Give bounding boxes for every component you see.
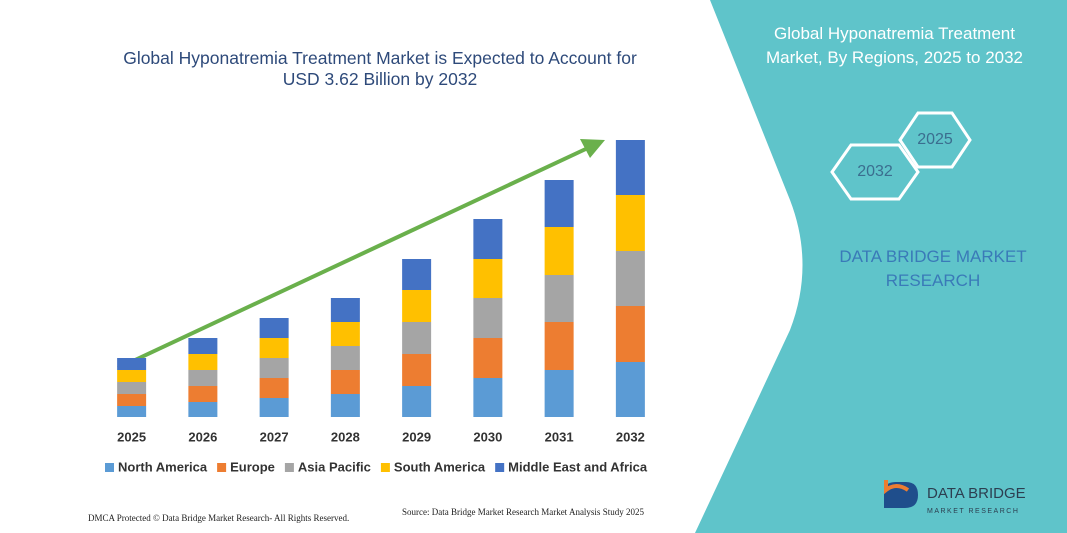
panel-brand: DATA BRIDGE MARKET RESEARCH (839, 247, 1027, 290)
legend-swatch (284, 463, 294, 472)
bar-segment (188, 354, 218, 370)
bar-segment (473, 378, 503, 417)
bar-segment (544, 275, 574, 322)
bar-segment (402, 322, 432, 354)
bar-segment (117, 382, 147, 394)
bar-segment (473, 338, 503, 378)
logo-icon (884, 480, 910, 495)
dmca-note: DMCA Protected © Data Bridge Market Rese… (88, 513, 349, 523)
legend-swatch (380, 463, 390, 472)
bar-segment (615, 140, 645, 195)
bar-segment (544, 370, 574, 417)
x-tick-label: 2030 (473, 429, 502, 444)
legend-label: North America (118, 459, 208, 474)
bar-segment (330, 322, 360, 346)
legend-label: South America (394, 459, 486, 474)
bar-segment (615, 251, 645, 306)
x-tick-label: 2029 (402, 429, 431, 444)
bar-segment (615, 306, 645, 362)
chart-title: Global Hyponatremia Treatment Market is … (123, 48, 637, 89)
bar-segment (259, 398, 289, 417)
logo-tagline: MARKET RESEARCH (927, 508, 1019, 515)
bar-segment (402, 354, 432, 386)
arrow-head (580, 139, 605, 158)
legend-swatch (105, 463, 114, 472)
hexagon (830, 143, 920, 201)
x-tick-label: 2025 (117, 429, 146, 444)
bar-segment (330, 394, 360, 417)
bar-segment (117, 370, 147, 382)
logo-name: DATA BRIDGE (927, 485, 1026, 502)
legend-swatch (495, 463, 505, 472)
trend-arrow (117, 145, 591, 370)
hexagon-label: 2032 (857, 163, 893, 180)
bar-segment (402, 290, 432, 322)
bar-segment (330, 370, 360, 394)
bar-segment (402, 386, 432, 417)
bar-segment (615, 362, 645, 417)
bar-segment (259, 358, 289, 378)
bar-segment (615, 195, 645, 251)
bar-segment (188, 338, 218, 354)
legend-label: Middle East and Africa (508, 459, 648, 474)
teal-panel (695, 0, 1067, 533)
x-tick-label: 2026 (188, 429, 217, 444)
bar-segment (330, 298, 360, 322)
x-tick-label: 2032 (616, 429, 645, 444)
x-tick-label: 2028 (331, 429, 360, 444)
bar-segment (544, 322, 574, 370)
bar-segment (188, 402, 218, 417)
bar-segment (473, 219, 503, 259)
bar-segment (402, 259, 432, 290)
bar-segment (117, 394, 147, 406)
x-tick-label: 2031 (545, 429, 574, 444)
panel-title: Global Hyponatremia Treatment Market, By… (765, 24, 1024, 67)
bar-segment (473, 259, 503, 298)
bar-segment (188, 370, 218, 386)
source-note: Source: Data Bridge Market Research Mark… (402, 507, 644, 517)
bar-segment (117, 358, 147, 370)
bar-segment (259, 318, 289, 338)
bar-segment (330, 346, 360, 370)
bar-segment (259, 378, 289, 398)
legend-label: Europe (230, 459, 275, 474)
x-tick-label: 2027 (260, 429, 289, 444)
bar-segment (544, 180, 574, 227)
legend-swatch (217, 463, 227, 472)
hexagon (898, 111, 972, 169)
bar-segment (188, 386, 218, 402)
bar-segment (259, 338, 289, 358)
hexagon-label: 2025 (917, 131, 953, 148)
legend-label: Asia Pacific (298, 459, 371, 474)
bar-segment (117, 406, 147, 417)
bar-segment (544, 227, 574, 275)
bar-segment (473, 298, 503, 338)
